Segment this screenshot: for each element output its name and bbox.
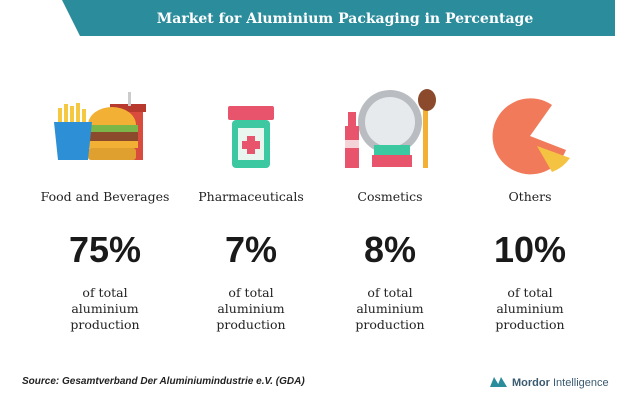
share-description: aluminium xyxy=(217,301,284,316)
share-value: 10% xyxy=(494,229,566,270)
pharma-icon xyxy=(228,106,274,168)
category-label: Food and Beverages xyxy=(41,189,170,204)
category-label: Cosmetics xyxy=(357,189,422,204)
share-description: aluminium xyxy=(496,301,563,316)
share-description: production xyxy=(495,317,564,332)
share-description: production xyxy=(216,317,285,332)
share-description: of total xyxy=(82,285,127,300)
share-description: of total xyxy=(228,285,273,300)
share-value: 7% xyxy=(225,229,277,270)
title-banner xyxy=(62,0,615,36)
share-description: production xyxy=(355,317,424,332)
logo-word: Intelligence xyxy=(553,377,609,389)
share-value: 75% xyxy=(69,229,141,270)
pie-icon xyxy=(492,98,570,175)
logo: Mordor Intelligence xyxy=(490,377,609,389)
share-description: of total xyxy=(367,285,412,300)
share-description: aluminium xyxy=(356,301,423,316)
food-icon xyxy=(54,92,146,160)
title: Market for Aluminium Packaging in Percen… xyxy=(157,11,534,27)
cosmetics-icon xyxy=(345,89,436,168)
share-description: aluminium xyxy=(71,301,138,316)
category-label: Others xyxy=(508,189,551,204)
category-label: Pharmaceuticals xyxy=(198,189,304,204)
share-value: 8% xyxy=(364,229,416,270)
share-description: production xyxy=(70,317,139,332)
logo-word: Mordor xyxy=(512,377,551,389)
source: Source: Gesamtverband Der Aluminiumindus… xyxy=(22,376,305,387)
share-description: of total xyxy=(507,285,552,300)
